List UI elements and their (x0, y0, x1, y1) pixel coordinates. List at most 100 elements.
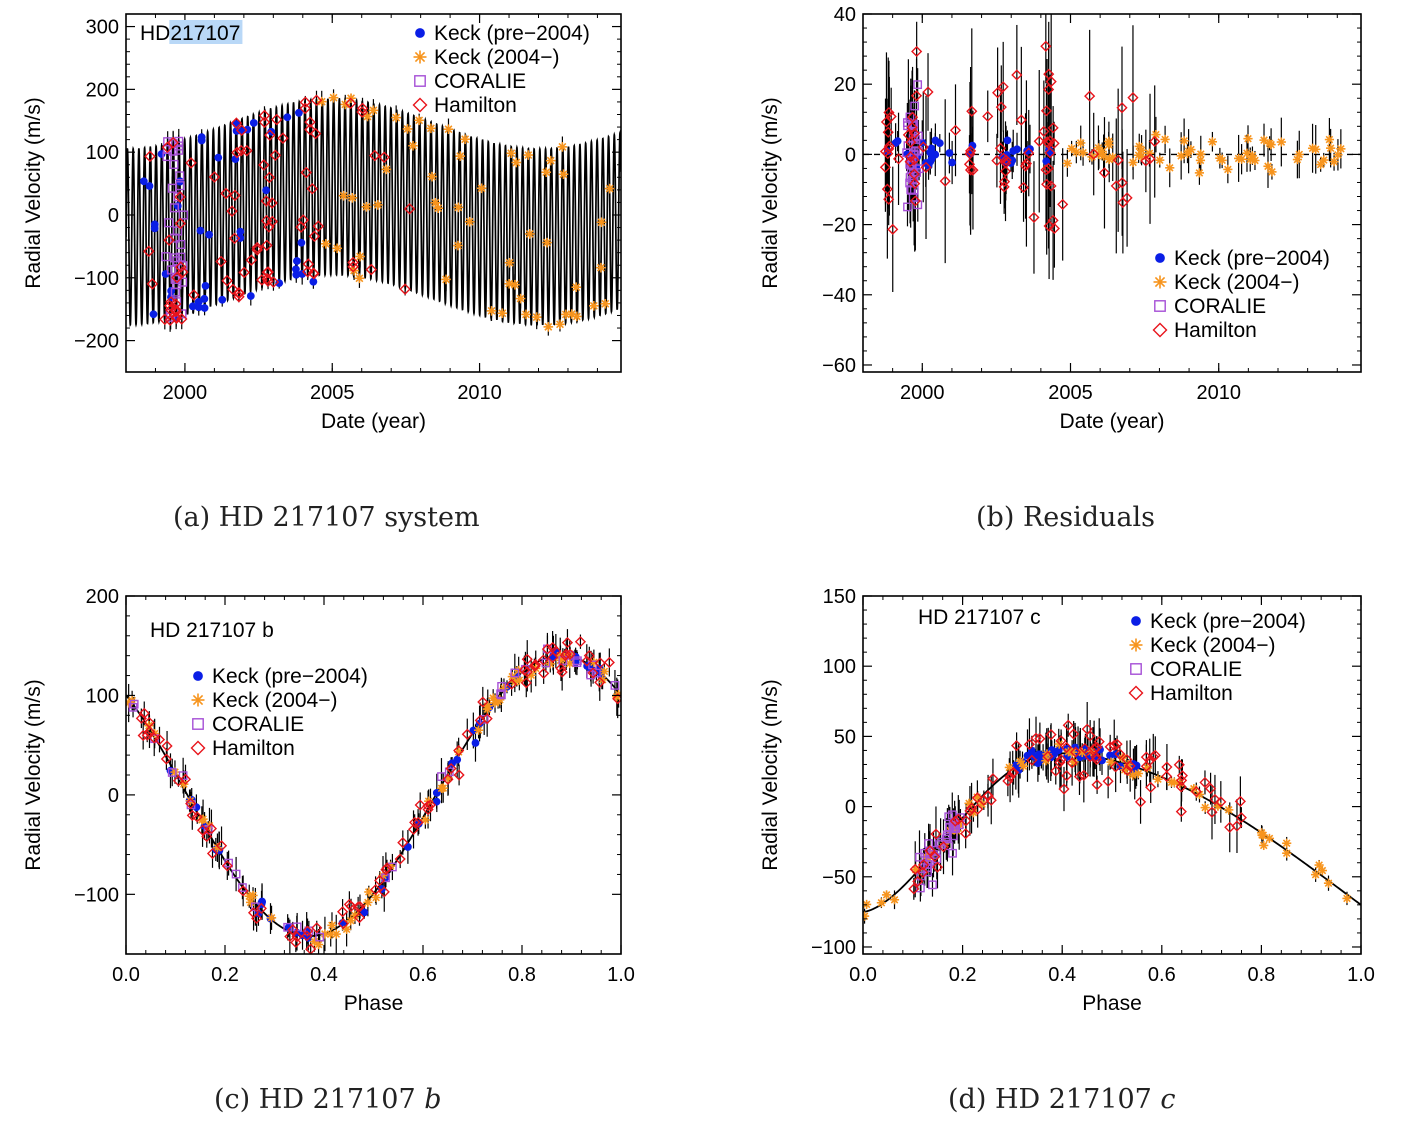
data-point-keck-post (381, 164, 392, 175)
data-point-hamilton (906, 111, 919, 123)
data-point-keck-post (889, 895, 900, 905)
data-point-hamilton (231, 146, 243, 159)
data-point-hamilton (909, 195, 921, 207)
chart-c: −100 0 100 200 0.0 0.2 0.4 0.6 0.8 1.0 Phase Radial… (22, 586, 635, 1015)
data-point-hamilton (306, 182, 319, 195)
data-point-keck-pre (236, 227, 245, 236)
data-point-hamilton (1114, 748, 1126, 760)
data-point-hamilton (1069, 746, 1082, 758)
data-point-hamilton (369, 884, 382, 896)
data-point-hamilton (880, 116, 893, 128)
y-tick-label-c: 200 (86, 586, 119, 608)
data-point-hamilton (185, 157, 197, 169)
data-point-keck-post (486, 306, 497, 316)
data-point-hamilton (992, 87, 1004, 99)
data-point-keck-post (1155, 155, 1165, 165)
y-tick-label-b: −20 (822, 215, 856, 237)
data-point-hamilton (1140, 751, 1152, 763)
data-point-hamilton (403, 203, 416, 215)
data-point-hamilton (163, 299, 176, 312)
data-point-hamilton (295, 221, 307, 233)
y-tick-label-d: −100 (811, 937, 856, 959)
data-point-hamilton (1002, 775, 1014, 787)
data-point-hamilton (982, 110, 994, 122)
data-point-keck-post (1067, 747, 1078, 757)
data-point-hamilton (882, 126, 894, 138)
data-point-hamilton (1011, 69, 1023, 81)
data-point-hamilton (917, 859, 930, 871)
data-point-hamilton (982, 790, 994, 802)
data-point-hamilton (1055, 735, 1067, 747)
data-point-keck-post (1106, 757, 1116, 767)
data-point-keck-pre (200, 294, 209, 303)
data-point-hamilton (228, 232, 241, 245)
data-point-coralie (175, 181, 185, 191)
data-point-keck-post (555, 319, 565, 330)
data-point-hamilton (255, 902, 267, 914)
data-point-hamilton (1204, 783, 1217, 795)
legend-a: Keck (pre−2004)Keck (2004−)CORALIEHamilt… (412, 22, 590, 117)
data-point-hamilton (879, 145, 892, 158)
data-point-keck-pre (188, 302, 197, 311)
data-point-keck-post (1196, 149, 1206, 159)
data-point-hamilton (931, 861, 944, 873)
x-tick-label-a: 2005 (310, 382, 355, 404)
data-point-keck-pre (197, 133, 206, 142)
data-point-coralie (923, 867, 932, 877)
data-point-keck-post (1323, 878, 1334, 888)
data-point-coralie (903, 121, 912, 131)
plot-area-a (126, 89, 621, 336)
data-point-keck-post (510, 279, 520, 290)
data-point-keck-post (191, 693, 205, 707)
data-point-hamilton (141, 729, 153, 741)
data-point-keck-post (483, 701, 493, 711)
x-tick-label-c: 0.2 (211, 964, 239, 986)
data-point-keck-pre (293, 257, 301, 265)
data-point-hamilton (230, 117, 243, 129)
data-point-hamilton (917, 141, 929, 153)
data-point-hamilton (561, 637, 574, 649)
y-tick-label-d: 0 (845, 797, 856, 819)
data-point-keck-post (511, 157, 522, 168)
data-point-hamilton (143, 726, 156, 738)
y-tick-label-b: 20 (834, 74, 856, 96)
data-point-keck-pre (360, 908, 369, 917)
data-point-keck-post (1282, 848, 1292, 858)
data-point-hamilton (1060, 741, 1073, 754)
data-point-hamilton (949, 124, 962, 136)
x-axis-label-d: Phase (1082, 992, 1142, 1015)
data-point-keck-post (266, 913, 277, 923)
data-point-hamilton (908, 883, 920, 895)
data-point-hamilton (998, 175, 1011, 188)
data-point-hamilton (1023, 738, 1036, 750)
legend-entry-keck-pre: Keck (pre−2004) (434, 22, 590, 45)
chart-a: −200 −100 0 100 200 300 2000 2005 2010 Date (year… (22, 13, 622, 433)
data-point-hamilton (300, 166, 313, 179)
data-point-hamilton (1038, 125, 1050, 137)
data-point-keck-post (1234, 153, 1244, 164)
data-point-hamilton (227, 283, 239, 296)
data-point-keck-post (1317, 865, 1327, 876)
data-point-hamilton (267, 276, 280, 288)
data-point-hamilton (453, 769, 465, 781)
data-point-hamilton (1019, 160, 1032, 172)
data-point-keck-pre (150, 224, 159, 233)
data-point-keck-pre (1131, 616, 1141, 626)
data-point-keck-post (368, 105, 379, 116)
data-point-hamilton (581, 655, 593, 667)
data-point-keck-post (427, 171, 437, 182)
legend-entry-hamilton: Hamilton (1150, 682, 1233, 705)
data-point-hamilton (251, 244, 263, 256)
data-point-keck-post (571, 282, 582, 293)
x-tick-label-d: 0.4 (1048, 964, 1076, 986)
data-point-keck-post (521, 309, 531, 320)
data-point-keck-post (1179, 136, 1189, 146)
legend-entry-keck-pre: Keck (pre−2004) (212, 665, 368, 688)
data-point-hamilton (1152, 322, 1168, 338)
plot-area-b (863, 14, 1361, 292)
data-point-hamilton (365, 263, 378, 276)
data-point-keck-post (248, 890, 258, 901)
caption-a-text: HD 217107 system (218, 502, 480, 533)
y-tick-label-a: 300 (86, 17, 119, 39)
data-point-hamilton (353, 912, 366, 924)
